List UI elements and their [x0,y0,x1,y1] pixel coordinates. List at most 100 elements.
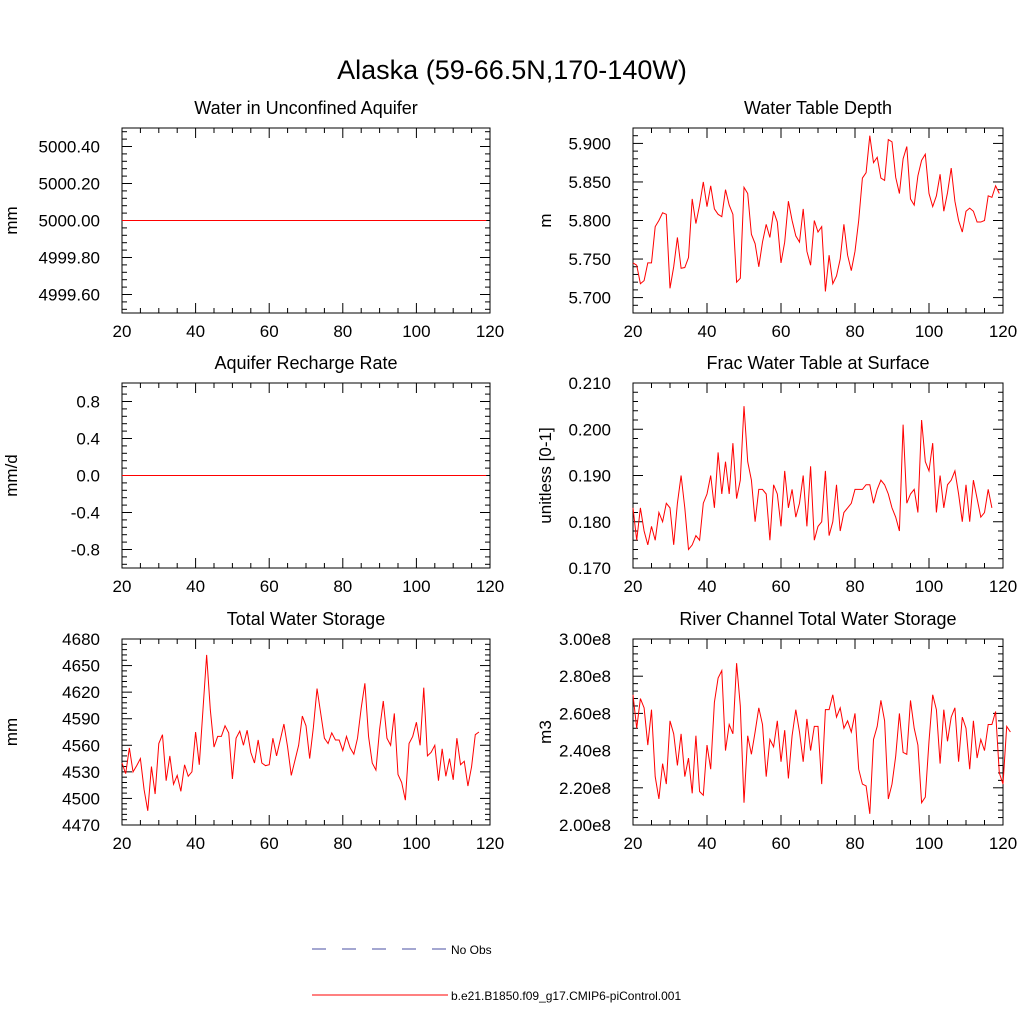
y-axis-label: mm/d [2,454,21,497]
x-tick-label: 60 [772,577,791,596]
plot-frame [121,638,491,826]
x-tick-label: 20 [624,834,643,853]
y-tick-label: 0.8 [76,393,100,412]
x-tick-label: 120 [476,834,504,853]
y-tick-label: -0.8 [71,541,100,560]
plot-frame [632,127,1004,314]
panel-1: Water Table Depth 20 40 60 80 100 120 5.700 5.75… [536,98,1017,341]
y-tick-label: 5.700 [568,289,611,308]
y-tick-label: 4470 [62,816,100,835]
x-tick-label: 20 [113,834,132,853]
panel-title: Water Table Depth [744,98,892,118]
x-tick-label: 100 [402,577,430,596]
x-tick-label: 60 [260,834,279,853]
series-line-0 [632,135,1000,292]
y-tick-label: 4999.60 [39,286,100,305]
legend-item-no-obs: No Obs [312,943,492,957]
series-line-0 [632,406,993,551]
x-tick-label: 120 [476,322,504,341]
legend-label-no-obs: No Obs [451,943,492,957]
panel-title: Frac Water Table at Surface [706,353,929,373]
x-tick-label: 80 [333,322,352,341]
series-line-0 [632,663,1011,814]
y-tick-label: 3.00e8 [559,630,611,649]
y-tick-label: 2.80e8 [559,667,611,686]
y-tick-label: 0.210 [568,374,611,393]
x-tick-label: 60 [260,577,279,596]
y-axis-label: mm [2,206,21,234]
x-tick-label: 80 [846,577,865,596]
panels: Water in Unconfined Aquifer 20 40 60 80 100 12… [2,98,1017,853]
panel-title: Aquifer Recharge Rate [214,353,397,373]
y-tick-label: -0.4 [71,504,100,523]
x-tick-label: 100 [915,322,943,341]
panel-3: Frac Water Table at Surface 20 40 60 80 100 12… [536,353,1017,596]
series-line-0 [121,654,480,811]
x-tick-label: 80 [846,322,865,341]
legend-label-model: b.e21.B1850.f09_g17.CMIP6-piControl.001 [451,989,681,1003]
y-axis-label: unitless [0-1] [536,427,555,523]
y-tick-label: 0.0 [76,467,100,486]
x-tick-label: 60 [260,322,279,341]
x-tick-label: 80 [333,577,352,596]
panel-title: River Channel Total Water Storage [679,609,956,629]
x-tick-label: 20 [624,577,643,596]
y-tick-label: 5.850 [568,173,611,192]
x-tick-label: 20 [624,322,643,341]
y-tick-label: 4999.80 [39,249,100,268]
y-tick-label: 2.00e8 [559,816,611,835]
y-tick-label: 2.20e8 [559,779,611,798]
y-tick-label: 5000.00 [39,212,100,231]
x-tick-label: 40 [186,322,205,341]
panel-0: Water in Unconfined Aquifer 20 40 60 80 100 12… [2,98,504,341]
legend-item-model: b.e21.B1850.f09_g17.CMIP6-piControl.001 [312,989,681,1003]
y-tick-label: 4560 [62,736,100,755]
x-tick-label: 40 [186,577,205,596]
x-tick-label: 20 [113,322,132,341]
x-tick-label: 60 [772,834,791,853]
x-tick-label: 120 [476,577,504,596]
x-tick-label: 120 [989,322,1017,341]
figure-title: Alaska (59-66.5N,170-140W) [337,55,687,85]
panel-title: Total Water Storage [227,609,385,629]
x-tick-label: 40 [698,834,717,853]
y-tick-label: 5.800 [568,212,611,231]
y-tick-label: 5000.40 [39,138,100,157]
panel-title: Water in Unconfined Aquifer [194,98,417,118]
y-tick-label: 2.60e8 [559,704,611,723]
y-tick-label: 4650 [62,657,100,676]
y-tick-label: 5.750 [568,250,611,269]
plot-frame [632,382,1004,569]
y-tick-label: 0.190 [568,467,611,486]
y-tick-label: 4620 [62,683,100,702]
y-axis-label: m3 [536,720,555,744]
panel-5: River Channel Total Water Storage 20 40 60 8… [536,609,1017,853]
y-tick-label: 4590 [62,710,100,729]
y-tick-label: 0.4 [76,430,100,449]
x-tick-label: 40 [698,322,717,341]
x-tick-label: 60 [772,322,791,341]
y-tick-label: 0.170 [568,559,611,578]
y-tick-label: 4680 [62,630,100,649]
panel-2: Aquifer Recharge Rate 20 40 60 80 100 120 -0.8 -… [2,353,504,596]
y-axis-label: mm [2,718,21,746]
x-tick-label: 100 [915,577,943,596]
y-tick-label: 0.200 [568,420,611,439]
x-tick-label: 40 [698,577,717,596]
y-tick-label: 4500 [62,789,100,808]
x-tick-label: 120 [989,834,1017,853]
y-tick-label: 5.900 [568,134,611,153]
legend: No Obs b.e21.B1850.f09_g17.CMIP6-piContr… [312,943,681,1003]
x-tick-label: 100 [402,322,430,341]
x-tick-label: 40 [186,834,205,853]
panel-4: Total Water Storage 20 40 60 80 100 120 4470 450… [2,609,504,853]
x-tick-label: 100 [915,834,943,853]
x-tick-label: 80 [333,834,352,853]
x-tick-label: 80 [846,834,865,853]
x-tick-label: 120 [989,577,1017,596]
y-tick-label: 0.180 [568,513,611,532]
y-axis-label: m [536,213,555,227]
y-tick-label: 5000.20 [39,175,100,194]
y-tick-label: 2.40e8 [559,742,611,761]
